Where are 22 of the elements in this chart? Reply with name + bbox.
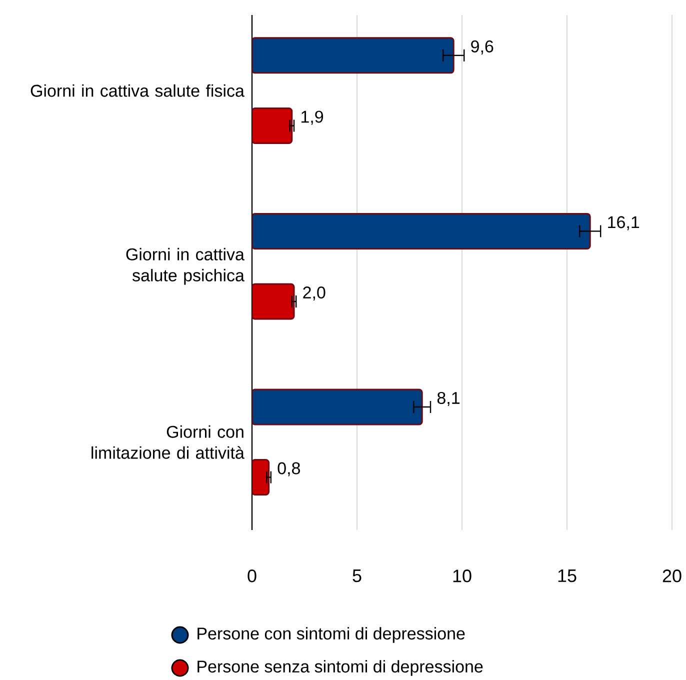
data-label: 16,1 — [608, 216, 640, 230]
bar — [252, 459, 270, 496]
x-tick-label: 15 — [558, 570, 576, 582]
x-tick-label: 20 — [662, 570, 682, 582]
data-label: 0,8 — [278, 462, 300, 476]
bar — [252, 212, 591, 250]
bar — [252, 388, 423, 426]
x-tick-label: 5 — [352, 570, 362, 582]
y-tick-label: Giorni con limitazione di attività — [92, 425, 244, 459]
bar — [252, 107, 293, 144]
data-label: 2,0 — [303, 286, 326, 301]
bar — [252, 37, 454, 74]
data-label: 1,9 — [301, 110, 324, 125]
x-tick-label: 10 — [453, 570, 472, 582]
data-label: 9,6 — [471, 40, 494, 54]
legend-label: Persone senza sintomi di depressione — [198, 660, 483, 676]
y-tick-label: Giorni in cattiva salute fisica — [30, 84, 244, 97]
data-label: 8,1 — [437, 392, 460, 406]
bar — [252, 283, 295, 320]
legend-label: Persone con sintomi di depressione — [198, 627, 465, 643]
x-tick-label: 0 — [248, 570, 256, 582]
y-tick-label: Giorni in cattiva salute psichica — [126, 248, 244, 285]
